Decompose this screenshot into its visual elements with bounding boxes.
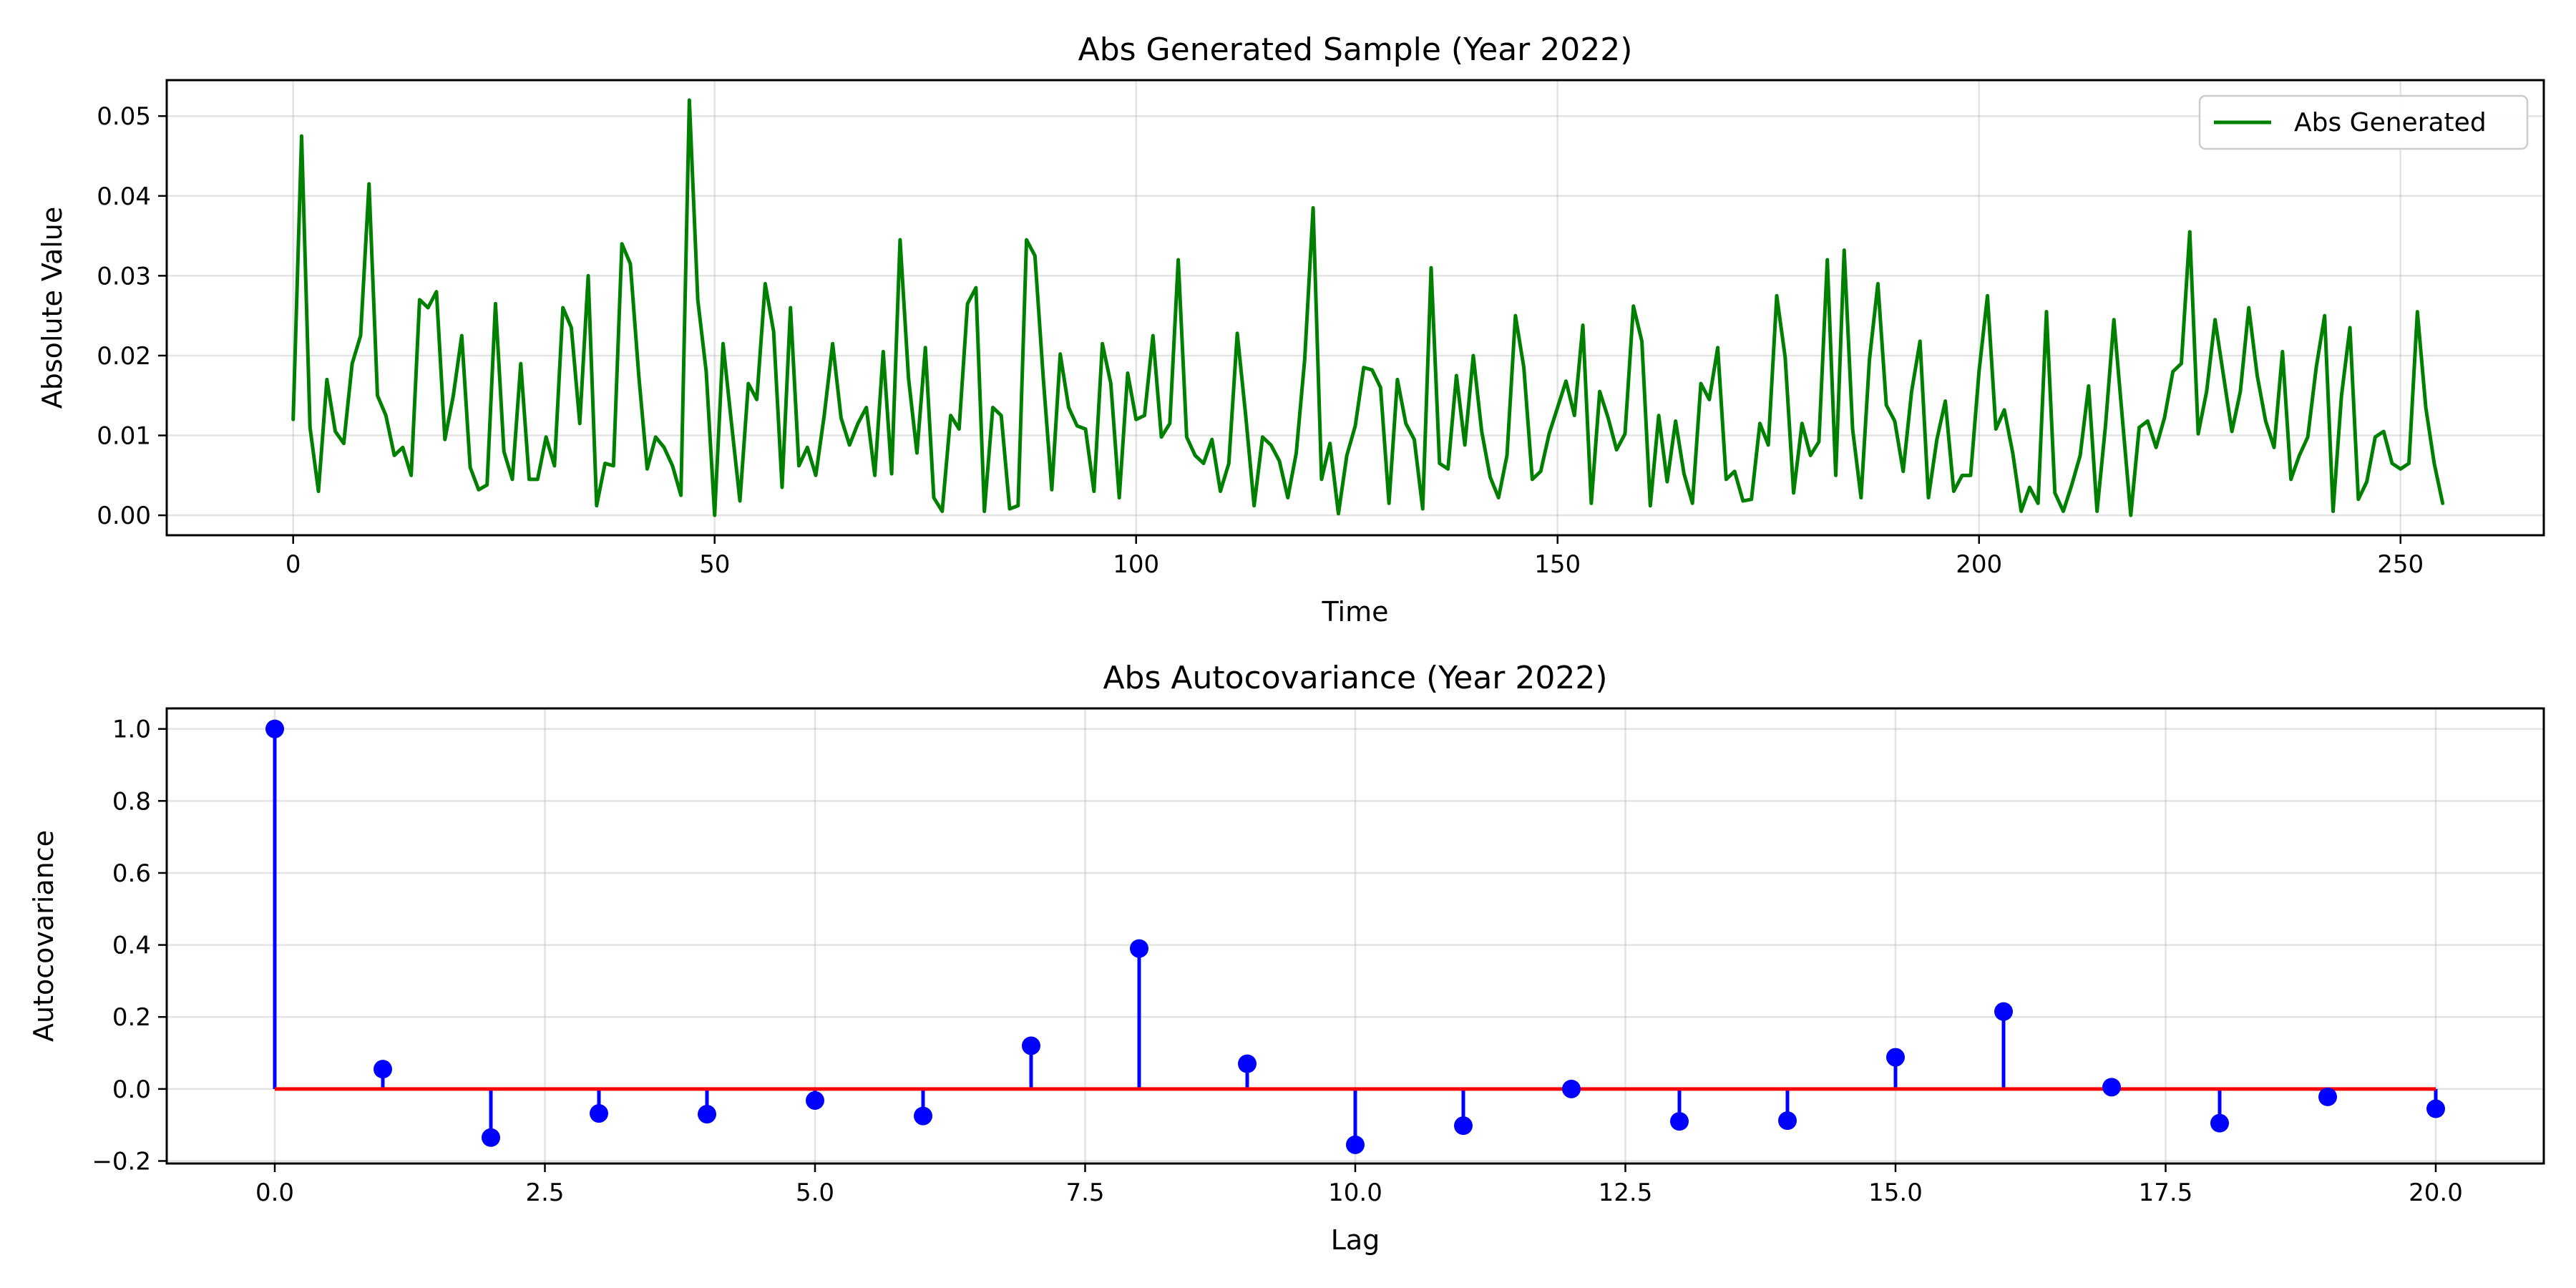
y-tick-label: −0.2: [92, 1147, 151, 1176]
x-tick-label: 15.0: [1868, 1179, 1923, 1207]
y-axis-label: Absolute Value: [36, 207, 68, 409]
x-axis-ticks: 0 50 100 150 200 250: [286, 535, 2424, 579]
x-tick-label: 10.0: [1328, 1179, 1382, 1207]
legend: Abs Generated: [2198, 94, 2529, 150]
x-tick-label: 200: [1956, 550, 2002, 579]
stem-marker: [1346, 1135, 1365, 1154]
stem-marker: [914, 1106, 932, 1126]
plot-frame: [165, 79, 2545, 537]
stem-marker: [2426, 1099, 2445, 1118]
stem-marker: [2102, 1078, 2121, 1097]
stem-chart-autocovariance: Abs Autocovariance (Year 2022) 0.0 2.5 5.0…: [28, 660, 2545, 1256]
line-chart-abs-generated: Abs Generated Sample (Year 2022) 0 50 100 1…: [36, 31, 2545, 628]
series-line-abs-generated: [291, 98, 2445, 517]
y-axis-ticks: 0.00 0.01 0.02 0.03 0.04 0.05: [97, 102, 167, 530]
y-tick-label: 1.0: [112, 716, 151, 744]
x-tick-label: 50: [699, 550, 730, 579]
y-tick-label: 0.00: [97, 502, 151, 530]
y-tick-label: 0.05: [97, 102, 151, 131]
stem-marker: [374, 1060, 392, 1079]
y-tick-label: 0.0: [112, 1075, 151, 1104]
stem-marker: [1670, 1112, 1689, 1131]
y-tick-label: 0.6: [112, 859, 151, 888]
y-axis-label: Autocovariance: [28, 830, 59, 1042]
y-tick-label: 0.01: [97, 422, 151, 451]
legend-label: Abs Generated: [2294, 108, 2487, 137]
grid: [167, 80, 2544, 535]
stem-marker: [698, 1105, 716, 1124]
y-axis-ticks: −0.2 0.0 0.2 0.4 0.6 0.8 1.0: [92, 716, 167, 1176]
stem-marker: [1562, 1079, 1581, 1098]
stem-marker: [1454, 1116, 1473, 1136]
x-axis-label: Time: [1322, 596, 1389, 628]
chart-title: Abs Generated Sample (Year 2022): [1078, 31, 1633, 68]
stem-marker: [1022, 1036, 1040, 1055]
y-tick-label: 0.03: [97, 262, 151, 291]
y-tick-label: 0.8: [112, 787, 151, 816]
y-tick-label: 0.4: [112, 932, 151, 960]
legend-box: [2198, 94, 2529, 150]
x-tick-label: 5.0: [796, 1179, 834, 1207]
data-marks: [265, 719, 2445, 1154]
y-tick-label: 0.04: [97, 182, 151, 211]
stem-marker: [265, 719, 284, 738]
x-tick-label: 100: [1113, 550, 1159, 579]
stem-marker: [1778, 1111, 1797, 1131]
y-tick-label: 0.2: [112, 1003, 151, 1032]
x-axis-ticks: 0.0 2.5 5.0 7.5 10.0 12.5 15.0 17.5 20.0: [255, 1163, 2463, 1207]
x-tick-label: 2.5: [525, 1179, 564, 1207]
data-marks: [291, 98, 2445, 517]
y-tick-label: 0.02: [97, 342, 151, 371]
x-tick-label: 0.0: [255, 1179, 294, 1207]
x-tick-label: 150: [1534, 550, 1581, 579]
stem-marker: [2318, 1087, 2337, 1106]
x-tick-label: 250: [2377, 550, 2424, 579]
stem-marker: [1994, 1002, 2013, 1021]
x-tick-label: 20.0: [2409, 1179, 2463, 1207]
stem-marker: [2210, 1113, 2229, 1133]
x-tick-label: 7.5: [1065, 1179, 1104, 1207]
x-tick-label: 12.5: [1599, 1179, 1653, 1207]
chart-title: Abs Autocovariance (Year 2022): [1103, 660, 1607, 696]
stem-marker: [482, 1128, 500, 1147]
stem-marker: [806, 1091, 824, 1110]
stem-marker: [1130, 939, 1148, 958]
x-axis-label: Lag: [1331, 1224, 1380, 1256]
stem-marker: [1886, 1048, 1905, 1067]
x-tick-label: 17.5: [2139, 1179, 2193, 1207]
stem-marker: [1238, 1054, 1257, 1073]
stem-marker: [590, 1104, 608, 1123]
x-tick-label: 0: [286, 550, 301, 579]
